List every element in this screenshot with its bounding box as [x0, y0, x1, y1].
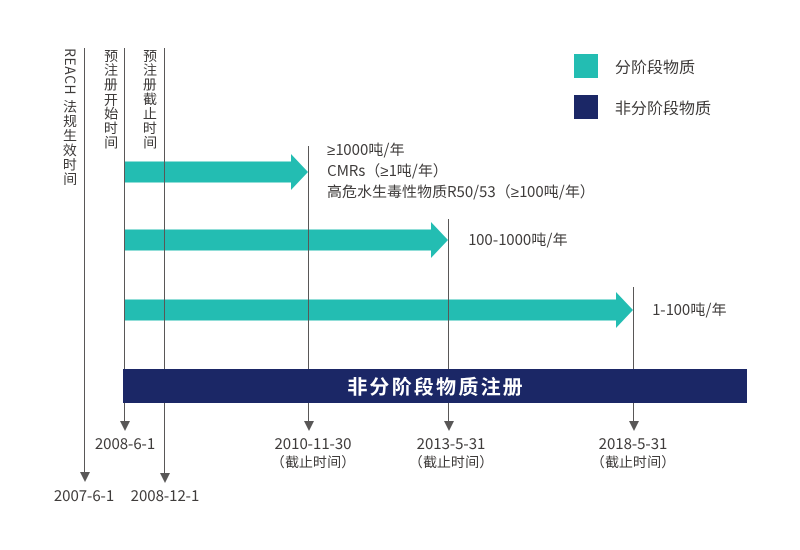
date-label-2010-11-30: 2010-11-30 [274, 433, 352, 454]
down-arrowhead-icon [159, 473, 170, 483]
date-label-2008-6-1: 2008-6-1 [94, 433, 156, 454]
date-label-2018-5-31: 2018-5-31 [598, 433, 668, 454]
axis-label-preregistration-start: 预注册开始时间 [101, 48, 121, 150]
band1-label-line2: CMRs（≥1吨/年） [327, 160, 448, 181]
timeline-line-2008-6-1 [124, 48, 125, 422]
timeline-line-2018-5-31 [633, 287, 634, 422]
arrowhead-shape [119, 421, 130, 431]
down-arrowhead-icon [303, 421, 314, 431]
non-phase-in-bar-label: 非分阶段物质注册 [347, 371, 525, 400]
timeline-line-2010-11-30 [308, 146, 309, 422]
phase-in-arrow-band1 [124, 153, 308, 190]
arrow-shape [124, 292, 633, 328]
arrow-shape [124, 222, 448, 258]
date-note-2010-11-30: （截止时间） [271, 452, 355, 472]
arrowhead-shape [159, 473, 170, 483]
phase-in-arrow-band3 [124, 292, 633, 328]
date-label-2008-12-1: 2008-12-1 [130, 485, 200, 506]
timeline-line-2013-5-31 [448, 219, 449, 422]
down-arrowhead-icon [628, 421, 639, 431]
phase-in-arrow-band2 [124, 222, 448, 258]
legend-swatch-phase-in [574, 54, 598, 78]
timeline-line-2007-6-1 [84, 48, 85, 473]
arrowhead-shape [303, 421, 314, 431]
arrowhead-shape [443, 421, 454, 431]
axis-label-reach-effective: REACH 法规生效时间 [60, 48, 80, 186]
arrowhead-shape [628, 421, 639, 431]
band3-label: 1-100吨/年 [652, 299, 727, 320]
band1-label: ≥1000吨/年 CMRs（≥1吨/年） 高危水生毒性物质R50/53（≥100… [327, 139, 595, 202]
axis-label-preregistration-end: 预注册截止时间 [140, 48, 160, 150]
arrow-shape [124, 153, 308, 190]
legend-label-phase-in: 分阶段物质 [615, 54, 696, 78]
date-note-2013-5-31: （截止时间） [409, 452, 493, 472]
down-arrowhead-icon [443, 421, 454, 431]
legend-label-non-phase-in: 非分阶段物质 [615, 95, 712, 119]
timeline-line-2008-12-1 [164, 48, 165, 474]
date-label-2013-5-31: 2013-5-31 [416, 433, 486, 454]
band1-label-line3: 高危水生毒性物质R50/53（≥100吨/年） [327, 181, 595, 202]
date-note-2018-5-31: （截止时间） [591, 452, 675, 472]
band2-label: 100-1000吨/年 [468, 229, 568, 250]
non-phase-in-bar: 非分阶段物质注册 [123, 369, 747, 403]
arrowhead-shape [79, 472, 90, 482]
legend-swatch-non-phase-in [574, 95, 598, 119]
down-arrowhead-icon [79, 472, 90, 482]
down-arrowhead-icon [119, 421, 130, 431]
band1-label-line1: ≥1000吨/年 [327, 139, 405, 160]
date-label-2007-6-1: 2007-6-1 [53, 485, 115, 506]
